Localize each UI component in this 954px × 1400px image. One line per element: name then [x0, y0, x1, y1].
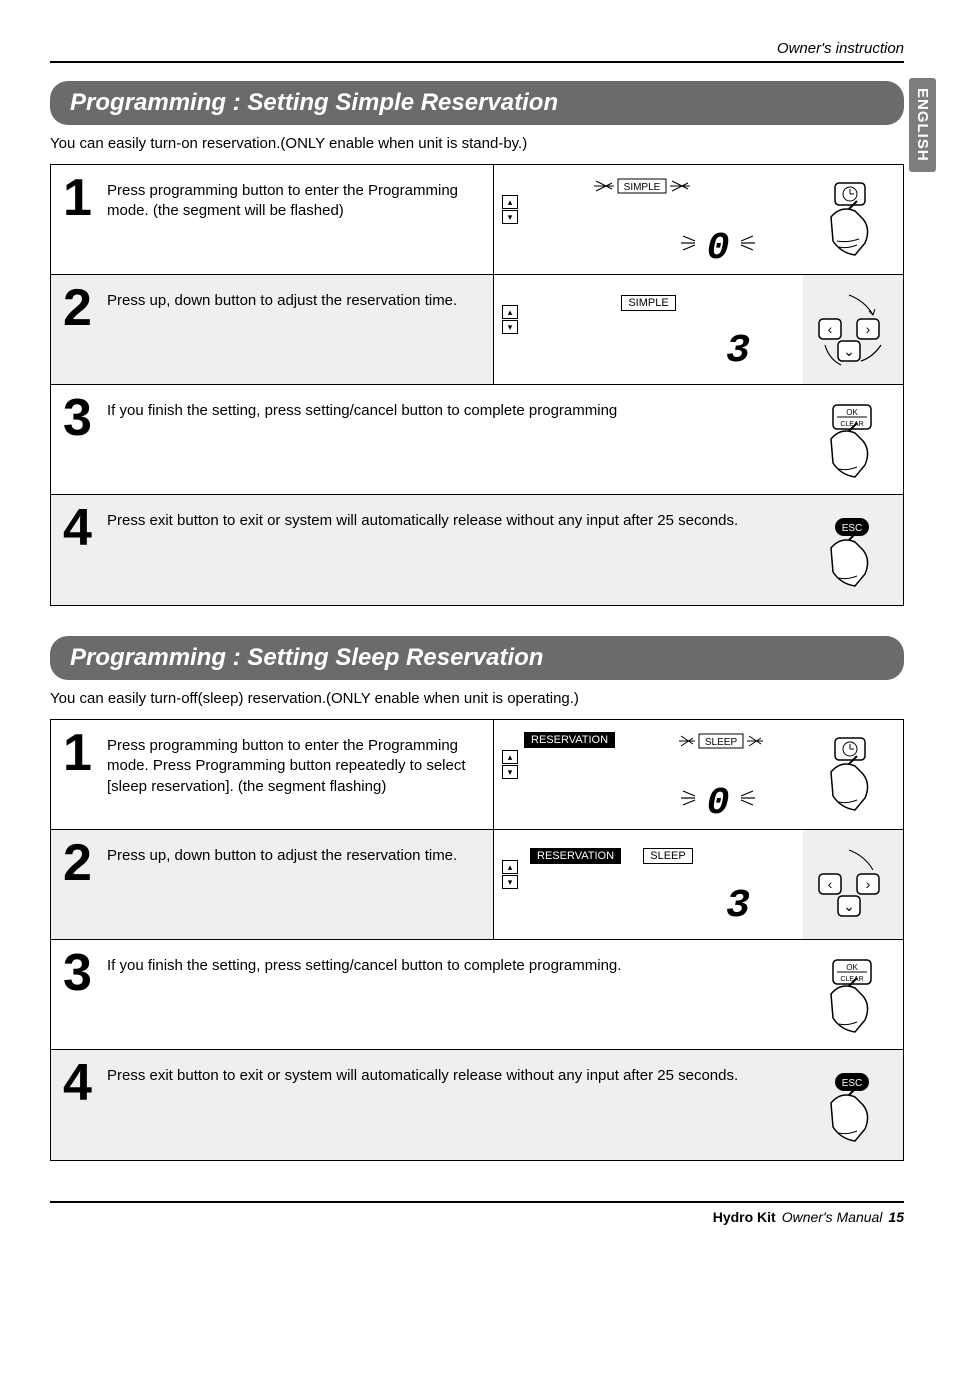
simple-label: SIMPLE — [621, 295, 675, 311]
updown-indicator-icon: ▴▾ — [502, 750, 518, 779]
step-description: If you finish the setting, press setting… — [107, 950, 621, 976]
section1-title: Programming : Setting Simple Reservation — [50, 81, 904, 125]
svg-text:0: 0 — [707, 782, 730, 823]
step-description: If you finish the setting, press setting… — [107, 395, 617, 421]
updown-indicator-icon: ▴▾ — [502, 305, 518, 334]
svg-text:0: 0 — [707, 227, 730, 268]
step-number: 1 — [63, 730, 101, 777]
digit-display: 3 — [726, 884, 748, 929]
sleep-label: SLEEP — [643, 848, 692, 864]
svg-text:SIMPLE: SIMPLE — [624, 182, 661, 193]
display-panel: ▴▾ SIMPLE — [493, 165, 803, 274]
step-row: 3 If you finish the setting, press setti… — [51, 385, 903, 495]
esc-icon: ESC — [803, 495, 903, 605]
step-row: 1 Press programming button to enter the … — [51, 165, 903, 275]
section1-intro: You can easily turn-on reservation.(ONLY… — [50, 135, 904, 152]
footer-page: 15 — [888, 1209, 904, 1225]
svg-text:SLEEP: SLEEP — [705, 737, 738, 748]
updown-indicator-icon: ▴▾ — [502, 860, 518, 889]
step-number: 3 — [63, 950, 101, 997]
header-owners-instruction: Owner's instruction — [777, 40, 904, 57]
nav-arrows-icon: ‹ › ⌄ — [803, 830, 903, 939]
step-row: 4 Press exit button to exit or system wi… — [51, 495, 903, 605]
ok-clear-icon: OK CLEAR — [803, 940, 903, 1049]
step-row: 1 Press programming button to enter the … — [51, 720, 903, 830]
svg-text:OK: OK — [846, 408, 858, 417]
step-description: Press up, down button to adjust the rese… — [107, 285, 457, 311]
step-number: 4 — [63, 505, 101, 552]
esc-icon: ESC — [803, 1050, 903, 1160]
step-number: 2 — [63, 285, 101, 332]
section1-steps: 1 Press programming button to enter the … — [50, 164, 904, 606]
svg-text:⌄: ⌄ — [843, 343, 855, 359]
step-description: Press exit button to exit or system will… — [107, 1060, 738, 1086]
clock-hand-icon — [803, 720, 903, 829]
section2-intro: You can easily turn-off(sleep) reservati… — [50, 690, 904, 707]
svg-text:›: › — [866, 876, 871, 892]
language-tab: ENGLISH — [909, 78, 936, 172]
digit-display: 3 — [726, 329, 748, 374]
step-row: 3 If you finish the setting, press setti… — [51, 940, 903, 1050]
step-description: Press exit button to exit or system will… — [107, 505, 738, 531]
clock-hand-icon — [803, 165, 903, 274]
section2-steps: 1 Press programming button to enter the … — [50, 719, 904, 1161]
footer-doc: Owner's Manual — [782, 1209, 883, 1225]
display-panel: ▴▾ SIMPLE 3 — [493, 275, 803, 384]
reservation-label: RESERVATION — [524, 732, 615, 748]
svg-text:‹: ‹ — [828, 876, 833, 892]
section2-title: Programming : Setting Sleep Reservation — [50, 636, 904, 680]
flashing-digit-icon: 0 — [673, 773, 763, 823]
ok-clear-icon: OK CLEAR — [803, 385, 903, 494]
step-description: Press programming button to enter the Pr… — [107, 175, 481, 222]
nav-arrows-icon: ‹ › ⌄ — [803, 275, 903, 384]
display-panel: ▴▾ RESERVATION SLEEP — [493, 720, 803, 829]
simple-flash-icon: SIMPLE — [584, 173, 704, 199]
step-row: 2 Press up, down button to adjust the re… — [51, 275, 903, 385]
display-panel: ▴▾ RESERVATION SLEEP 3 — [493, 830, 803, 939]
svg-text:ESC: ESC — [842, 523, 863, 534]
reservation-label: RESERVATION — [530, 848, 621, 864]
svg-text:›: › — [866, 321, 871, 337]
footer-brand: Hydro Kit — [713, 1209, 776, 1225]
step-number: 1 — [63, 175, 101, 222]
updown-indicator-icon: ▴▾ — [502, 195, 518, 224]
step-row: 4 Press exit button to exit or system wi… — [51, 1050, 903, 1160]
step-number: 3 — [63, 395, 101, 442]
svg-text:‹: ‹ — [828, 321, 833, 337]
svg-text:OK: OK — [846, 963, 858, 972]
step-row: 2 Press up, down button to adjust the re… — [51, 830, 903, 940]
svg-text:ESC: ESC — [842, 1078, 863, 1089]
svg-text:⌄: ⌄ — [843, 898, 855, 914]
flashing-digit-icon: 0 — [673, 218, 763, 268]
step-number: 2 — [63, 840, 101, 887]
step-number: 4 — [63, 1060, 101, 1107]
sleep-flash-icon: SLEEP — [673, 728, 783, 754]
page-footer: Hydro Kit Owner's Manual 15 — [50, 1201, 904, 1225]
step-description: Press up, down button to adjust the rese… — [107, 840, 457, 866]
step-description: Press programming button to enter the Pr… — [107, 730, 481, 797]
